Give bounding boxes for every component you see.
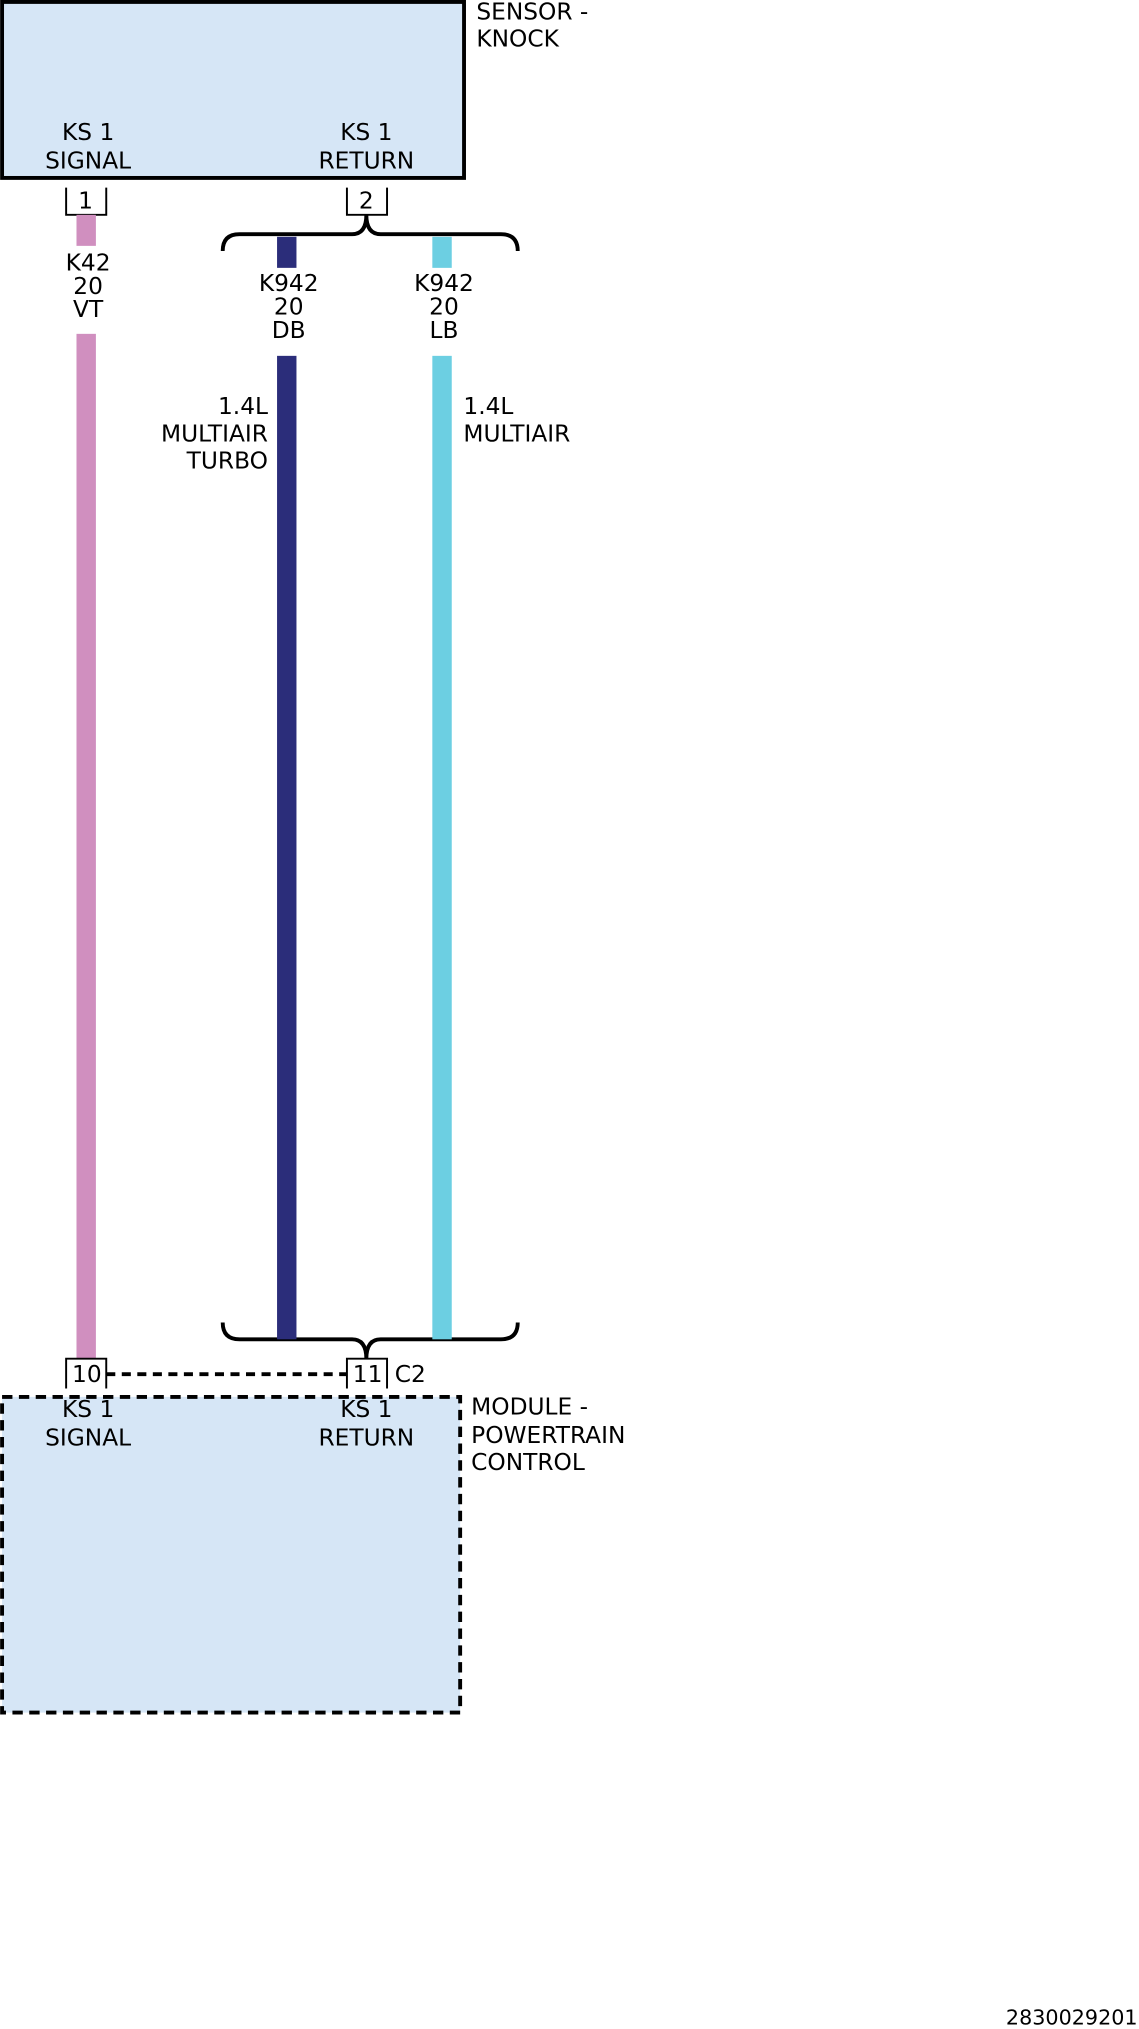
wire-color: VT	[73, 296, 104, 323]
pin-label: KS 1	[340, 119, 392, 146]
wire-note: MULTIAIR	[463, 420, 570, 447]
pin-number: 1	[78, 187, 93, 214]
pin-number: 2	[359, 187, 374, 214]
wire	[432, 236, 452, 268]
pin-number: 11	[353, 1361, 383, 1388]
wire-circuit: K42	[66, 249, 111, 276]
pin-label: RETURN	[318, 147, 414, 174]
wire	[76, 333, 96, 1359]
wire-note: 1.4L	[218, 393, 268, 420]
module-name: MODULE -	[471, 1393, 588, 1420]
module-name: CONTROL	[471, 1449, 585, 1476]
wire-note: 1.4L	[463, 393, 513, 420]
wire-note: TURBO	[186, 447, 268, 474]
pin-box	[345, 1357, 389, 1389]
pin-label: SIGNAL	[45, 1424, 131, 1451]
wire	[277, 236, 297, 268]
wire	[277, 355, 297, 1340]
pin-label: RETURN	[318, 1424, 414, 1451]
module-name: POWERTRAIN	[471, 1422, 625, 1449]
wire-gauge: 20	[73, 273, 103, 300]
wire-circuit: K942	[414, 270, 474, 297]
pin-label: KS 1	[62, 1396, 114, 1423]
wire-gauge: 20	[429, 293, 459, 320]
wire-note: MULTIAIR	[161, 420, 268, 447]
sensor-name: SENSOR -	[476, 0, 588, 25]
brace	[220, 1322, 520, 1359]
wire	[76, 214, 96, 246]
wire-circuit: K942	[259, 270, 319, 297]
brace	[220, 214, 520, 252]
wire-color: LB	[430, 317, 459, 344]
pin-box	[65, 1357, 108, 1389]
sensor-box	[0, 0, 466, 180]
wire-color: DB	[272, 317, 306, 344]
pin-label: SIGNAL	[45, 147, 131, 174]
sensor-name: KNOCK	[476, 26, 559, 53]
pin-label: KS 1	[62, 119, 114, 146]
figure-id: 2830029201	[1006, 2006, 1138, 2029]
connector-id: C2	[395, 1361, 426, 1388]
module-box	[0, 1394, 463, 1715]
pin-label: KS 1	[340, 1396, 392, 1423]
wire	[432, 355, 452, 1340]
wire-gauge: 20	[274, 293, 304, 320]
pin-number: 10	[72, 1361, 102, 1388]
